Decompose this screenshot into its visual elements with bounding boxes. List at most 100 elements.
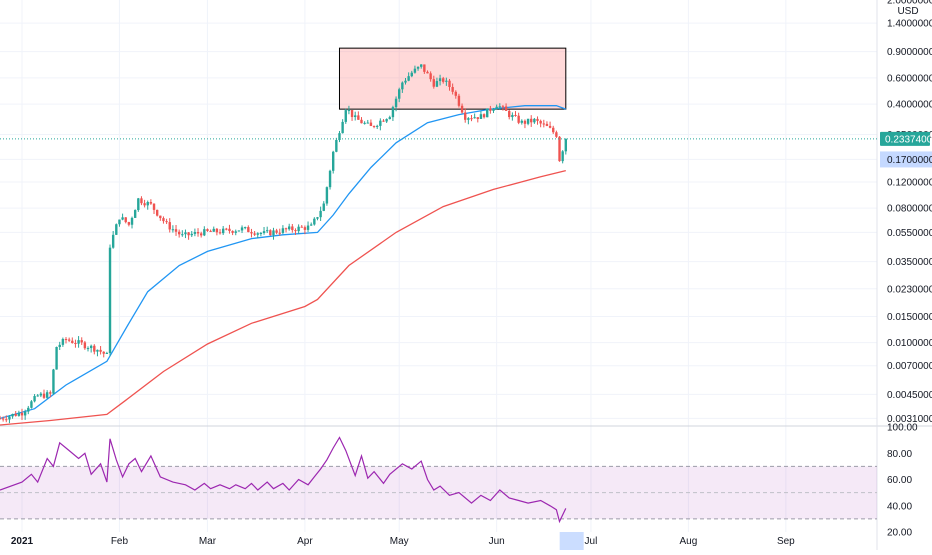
candle-down[interactable] (539, 120, 542, 124)
candle-down[interactable] (209, 230, 212, 232)
candle-down[interactable] (294, 230, 297, 232)
candle-up[interactable] (322, 203, 325, 211)
candle-up[interactable] (11, 413, 14, 417)
candle-up[interactable] (498, 106, 501, 108)
candle-up[interactable] (146, 202, 149, 206)
candle-up[interactable] (473, 117, 476, 119)
candle-down[interactable] (460, 105, 464, 113)
candle-up[interactable] (52, 369, 55, 394)
candle-down[interactable] (74, 343, 77, 345)
candle-down[interactable] (71, 340, 74, 344)
candle-down[interactable] (93, 345, 96, 352)
candle-up[interactable] (212, 228, 215, 232)
candle-up[interactable] (130, 217, 134, 225)
candle-up[interactable] (325, 187, 329, 204)
candle-up[interactable] (193, 232, 197, 234)
candle-down[interactable] (196, 232, 200, 234)
candle-up[interactable] (398, 89, 401, 99)
candle-up[interactable] (385, 119, 388, 122)
candle-down[interactable] (140, 198, 143, 204)
candle-down[interactable] (49, 392, 52, 394)
candle-up[interactable] (272, 230, 275, 236)
candle-down[interactable] (530, 118, 533, 123)
candle-up[interactable] (256, 233, 259, 235)
candle-up[interactable] (221, 228, 225, 234)
candle-down[interactable] (451, 87, 454, 92)
candle-up[interactable] (388, 117, 391, 120)
candle-down[interactable] (357, 115, 360, 120)
candle-up[interactable] (45, 392, 49, 398)
candle-down[interactable] (67, 339, 71, 341)
candle-down[interactable] (489, 108, 492, 111)
candle-down[interactable] (442, 78, 445, 82)
candle-down[interactable] (360, 119, 363, 124)
candle-up[interactable] (366, 122, 369, 124)
candle-down[interactable] (143, 203, 146, 206)
candle-down[interactable] (124, 217, 127, 223)
candle-down[interactable] (228, 228, 231, 232)
candle-down[interactable] (501, 106, 505, 108)
candle-down[interactable] (303, 227, 307, 230)
candle-down[interactable] (448, 80, 451, 88)
candle-down[interactable] (83, 342, 87, 349)
candle-up[interactable] (203, 229, 206, 236)
candle-down[interactable] (429, 73, 432, 80)
candle-down[interactable] (514, 114, 517, 116)
candle-up[interactable] (190, 233, 193, 236)
candle-down[interactable] (508, 110, 511, 118)
candle-down[interactable] (168, 222, 171, 230)
candle-up[interactable] (309, 224, 313, 226)
candle-down[interactable] (382, 120, 385, 122)
candle-up[interactable] (404, 80, 407, 83)
candle-up[interactable] (435, 81, 439, 87)
candle-down[interactable] (545, 123, 549, 126)
candle-up[interactable] (331, 151, 335, 171)
candle-up[interactable] (401, 82, 404, 90)
rsi-pane[interactable] (0, 436, 877, 524)
candle-up[interactable] (526, 118, 530, 124)
candle-down[interactable] (42, 393, 46, 398)
candle-up[interactable] (137, 198, 140, 211)
candle-down[interactable] (275, 230, 278, 233)
candle-down[interactable] (14, 413, 17, 416)
candle-down[interactable] (536, 118, 539, 121)
candle-up[interactable] (520, 120, 523, 123)
rsi-line[interactable] (0, 436, 567, 524)
candle-up[interactable] (306, 225, 310, 230)
candle-down[interactable] (300, 226, 303, 228)
candle-down[interactable] (269, 230, 272, 236)
candle-down[interactable] (250, 232, 253, 234)
candle-up[interactable] (394, 98, 398, 108)
candle-up[interactable] (55, 346, 58, 370)
candle-down[interactable] (432, 79, 435, 87)
candles-layer[interactable] (0, 64, 568, 424)
candle-up[interactable] (96, 349, 99, 352)
candle-up[interactable] (61, 339, 65, 345)
candle-up[interactable] (23, 411, 27, 416)
candle-up[interactable] (407, 76, 410, 81)
candle-down[interactable] (558, 136, 561, 162)
candle-up[interactable] (259, 232, 263, 234)
candle-down[interactable] (548, 125, 552, 128)
candle-down[interactable] (165, 221, 168, 223)
candle-down[interactable] (247, 227, 250, 233)
candle-down[interactable] (504, 106, 508, 111)
candle-up[interactable] (33, 396, 36, 402)
candle-down[interactable] (187, 232, 190, 236)
candle-up[interactable] (347, 110, 351, 112)
candle-down[interactable] (155, 209, 159, 216)
candle-down[interactable] (482, 114, 486, 118)
candle-up[interactable] (438, 78, 442, 82)
candle-up[interactable] (363, 122, 366, 124)
candle-up[interactable] (171, 229, 175, 231)
candle-down[interactable] (542, 123, 546, 125)
candle-down[interactable] (457, 95, 461, 106)
candle-down[interactable] (1, 418, 5, 420)
candle-up[interactable] (243, 227, 247, 229)
candle-down[interactable] (174, 229, 178, 232)
candle-up[interactable] (533, 118, 536, 123)
candle-down[interactable] (278, 232, 281, 234)
candle-up[interactable] (281, 228, 285, 233)
candle-down[interactable] (470, 118, 473, 120)
candle-up[interactable] (297, 226, 300, 232)
